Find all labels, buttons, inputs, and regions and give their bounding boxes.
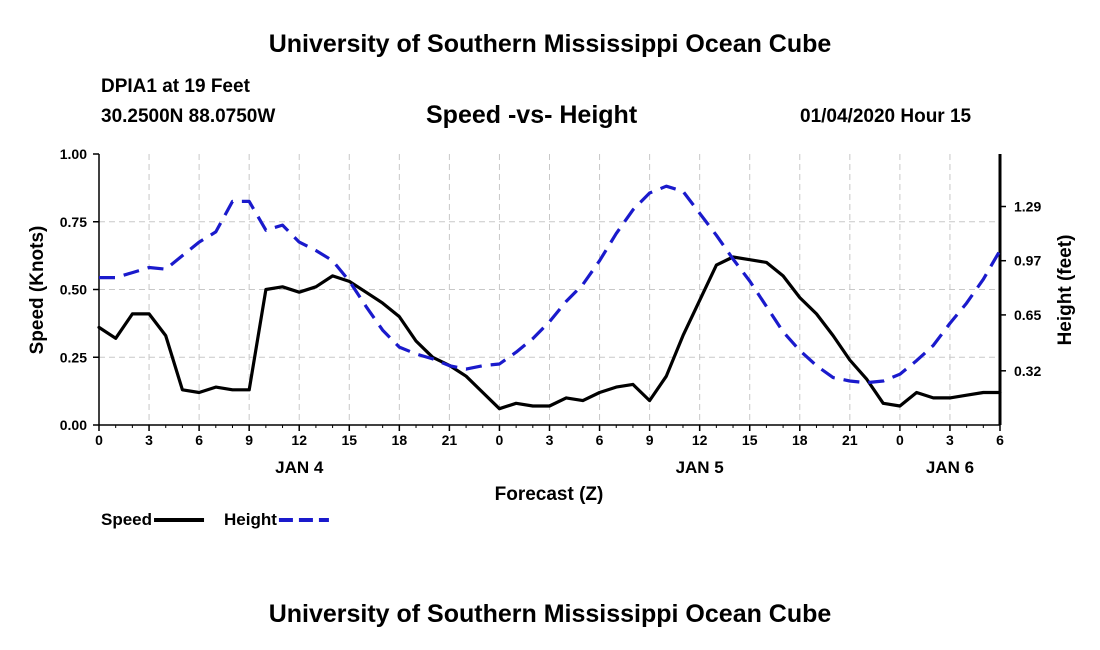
y2-tick-label: 0.97 <box>1014 253 1041 269</box>
y-tick-label: 0.50 <box>60 282 87 298</box>
day-label: JAN 5 <box>676 458 724 477</box>
day-label: JAN 4 <box>275 458 324 477</box>
x-tick-label: 3 <box>946 432 954 448</box>
speed-series-line <box>97 255 1002 411</box>
y-tick-label: 0.75 <box>60 214 87 230</box>
x-tick-label: 12 <box>692 432 708 448</box>
y-tick-label: 1.00 <box>60 146 87 162</box>
y2-tick-label: 0.32 <box>1014 363 1041 379</box>
x-tick-label: 3 <box>145 432 153 448</box>
y2-axis-title: Height (feet) <box>1055 235 1076 346</box>
y2-tick-label: 0.65 <box>1014 307 1041 323</box>
coordinates-label: 30.2500N 88.0750W <box>101 106 276 127</box>
bottom-title: University of Southern Mississippi Ocean… <box>268 600 832 628</box>
day-label: JAN 6 <box>926 458 974 477</box>
y-axis-title: Speed (Knots) <box>27 226 48 355</box>
legend-label-speed: Speed <box>101 510 152 529</box>
x-tick-label: 15 <box>742 432 758 448</box>
x-tick-label: 0 <box>496 432 504 448</box>
y-tick-label: 0.00 <box>60 417 87 433</box>
y2-tick-label: 1.29 <box>1014 199 1041 215</box>
x-tick-label: 3 <box>546 432 554 448</box>
top-title: University of Southern Mississippi Ocean… <box>268 30 832 58</box>
x-tick-label: 9 <box>245 432 253 448</box>
x-tick-label: 6 <box>195 432 203 448</box>
x-tick-label: 6 <box>596 432 604 448</box>
chart-title: Speed -vs- Height <box>426 101 638 129</box>
x-tick-label: 0 <box>896 432 904 448</box>
x-tick-label: 18 <box>392 432 408 448</box>
legend-label-height: Height <box>224 510 277 529</box>
x-axis-title: Forecast (Z) <box>495 484 604 505</box>
x-tick-label: 0 <box>95 432 103 448</box>
height-series-line <box>99 184 1002 385</box>
x-tick-label: 21 <box>442 432 458 448</box>
station-label: DPIA1 at 19 Feet <box>101 76 250 97</box>
x-tick-label: 9 <box>646 432 654 448</box>
x-tick-label: 18 <box>792 432 808 448</box>
x-tick-label: 12 <box>291 432 307 448</box>
x-tick-label: 15 <box>341 432 357 448</box>
y-tick-label: 0.25 <box>60 349 87 365</box>
x-tick-label: 6 <box>996 432 1004 448</box>
x-tick-label: 21 <box>842 432 858 448</box>
forecast-datetime: 01/04/2020 Hour 15 <box>800 106 972 127</box>
